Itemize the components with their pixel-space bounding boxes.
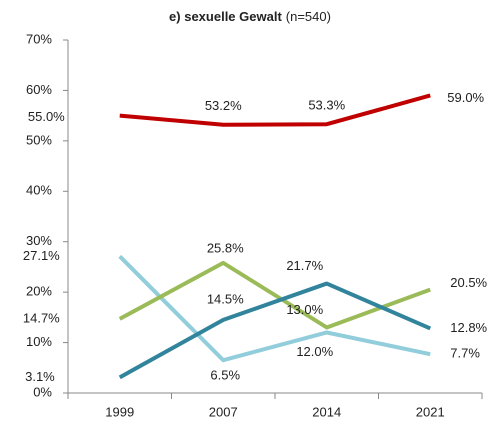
data-label: 55.0% — [28, 109, 65, 124]
data-label: 14.7% — [23, 310, 60, 325]
series-line — [118, 281, 432, 380]
y-tick-label: 70% — [26, 31, 52, 46]
y-tick-label: 30% — [26, 233, 52, 248]
y-tick-label: 10% — [26, 334, 52, 349]
data-label: 14.5% — [207, 291, 244, 306]
x-tick-label: 2014 — [312, 404, 341, 419]
data-label: 25.8% — [207, 240, 244, 255]
y-tick-label: 60% — [26, 82, 52, 97]
chart-title-group: e) sexuelle Gewalt (n=540) — [169, 9, 331, 24]
x-tick-label: 1999 — [105, 404, 134, 419]
data-label: 12.0% — [296, 344, 333, 359]
data-label: 59.0% — [447, 90, 484, 105]
series-line — [118, 254, 431, 363]
x-tick-label: 2021 — [416, 404, 445, 419]
y-tick-label: 40% — [26, 183, 52, 198]
data-label: 13.0% — [286, 302, 323, 317]
data-label: 53.2% — [205, 98, 242, 113]
series-line — [118, 260, 431, 330]
data-label: 53.3% — [308, 98, 345, 113]
chart-title: e) sexuelle Gewalt — [169, 9, 282, 24]
data-label: 20.5% — [450, 275, 487, 290]
data-label: 27.1% — [23, 248, 60, 263]
chart-subtitle: (n=540) — [286, 9, 331, 24]
y-tick-label: 20% — [26, 284, 52, 299]
data-label: 3.1% — [25, 369, 55, 384]
data-label: 21.7% — [286, 258, 323, 273]
data-label: 6.5% — [210, 368, 240, 383]
series-line — [119, 93, 431, 127]
x-tick-label: 2007 — [209, 404, 238, 419]
y-tick-label: 0% — [33, 384, 52, 399]
y-tick-label: 50% — [26, 132, 52, 147]
data-label: 7.7% — [450, 346, 480, 361]
data-label: 12.8% — [450, 320, 487, 335]
